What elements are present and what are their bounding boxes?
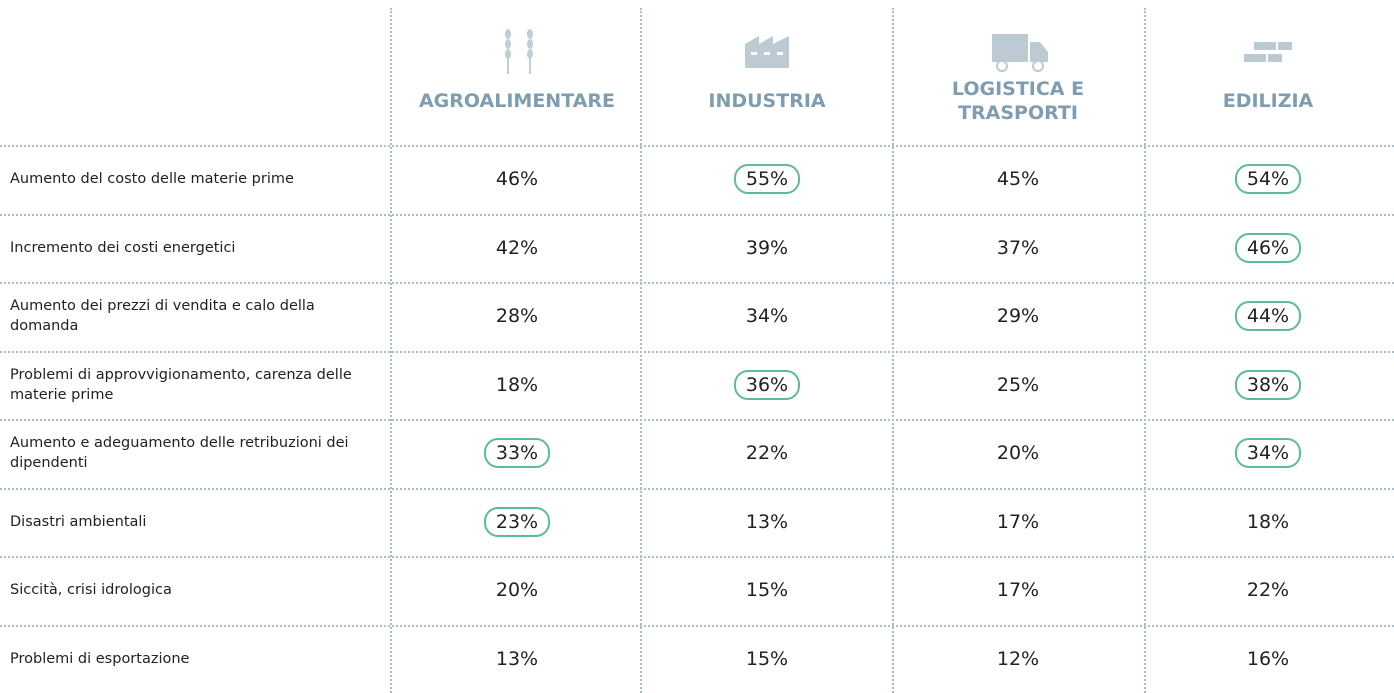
- cell: 15%: [647, 556, 887, 624]
- cell: 16%: [1148, 625, 1388, 693]
- highlighted-value: 44%: [1234, 301, 1302, 331]
- cell: 17%: [898, 488, 1138, 556]
- cell: 25%: [898, 351, 1138, 419]
- highlighted-value: 23%: [483, 506, 551, 537]
- cell: 54%: [1148, 145, 1388, 213]
- cell: 34%: [1148, 419, 1388, 487]
- cell: 46%: [1148, 214, 1388, 282]
- row-divider: [0, 282, 1394, 284]
- value: 17%: [996, 510, 1040, 533]
- value: 22%: [1246, 579, 1290, 601]
- row-label: Incremento dei costi energetici: [10, 239, 236, 256]
- value: 25%: [996, 373, 1040, 396]
- row-divider: [0, 213, 1394, 216]
- value: 15%: [745, 647, 789, 670]
- value: 15%: [745, 579, 789, 601]
- cell: 22%: [1148, 556, 1388, 624]
- highlighted-value: 36%: [733, 369, 801, 400]
- cell: 45%: [898, 145, 1138, 213]
- row-label: Disastri ambientali: [10, 513, 147, 530]
- cell: 17%: [898, 556, 1138, 624]
- cell: 13%: [397, 625, 637, 693]
- value: 42%: [495, 236, 539, 259]
- value: 45%: [996, 168, 1040, 190]
- cell: 18%: [1148, 488, 1388, 556]
- value: 34%: [745, 305, 789, 327]
- cell: 33%: [397, 419, 637, 487]
- value: 13%: [745, 510, 789, 533]
- bricks-icon: [1244, 42, 1292, 62]
- highlighted-value: 46%: [1234, 232, 1302, 263]
- highlighted-value: 54%: [1234, 164, 1302, 194]
- cell: 20%: [898, 419, 1138, 487]
- column-header: LOGISTICA E TRASPORTI: [951, 78, 1085, 124]
- value: 46%: [495, 168, 539, 190]
- cell: 20%: [397, 556, 637, 624]
- row-divider: [0, 350, 1394, 353]
- value: 37%: [996, 236, 1040, 259]
- value: 22%: [745, 442, 789, 464]
- highlighted-value: 55%: [733, 164, 801, 194]
- row-label: Problemi di approvvigionamento, carenza …: [10, 366, 352, 403]
- row-label: Problemi di esportazione: [10, 650, 190, 667]
- value: 13%: [495, 647, 539, 670]
- highlighted-value: 33%: [483, 438, 551, 468]
- cell: 15%: [647, 625, 887, 693]
- highlighted-value: 38%: [1234, 369, 1302, 400]
- wheat-icon: [505, 29, 533, 74]
- highlighted-value: 34%: [1234, 438, 1302, 468]
- row-divider: [0, 487, 1394, 490]
- cell: 13%: [647, 488, 887, 556]
- column-header: EDILIZIA: [1222, 90, 1314, 112]
- row-label: Aumento dei prezzi di vendita e calo del…: [10, 298, 315, 334]
- cell: 42%: [397, 214, 637, 282]
- cell: 55%: [647, 145, 887, 213]
- value: 18%: [495, 373, 539, 396]
- cell: 46%: [397, 145, 637, 213]
- cell: 29%: [898, 282, 1138, 350]
- cell: 34%: [647, 282, 887, 350]
- row-divider: [0, 145, 1394, 147]
- value: 16%: [1246, 647, 1290, 670]
- column-header: INDUSTRIA: [708, 90, 826, 112]
- cell: 28%: [397, 282, 637, 350]
- value: 18%: [1246, 510, 1290, 533]
- cell: 18%: [397, 351, 637, 419]
- row-label: Aumento del costo delle materie prime: [10, 171, 294, 187]
- column-header: AGROALIMENTARE: [418, 90, 616, 112]
- value: 12%: [996, 647, 1040, 670]
- row-label: Siccità, crisi idrologica: [10, 582, 172, 598]
- cell: 23%: [397, 488, 637, 556]
- value: 17%: [996, 579, 1040, 601]
- cell: 37%: [898, 214, 1138, 282]
- row-divider: [0, 624, 1394, 627]
- cell: 12%: [898, 625, 1138, 693]
- factory-icon: [745, 36, 789, 68]
- truck-icon: [992, 34, 1048, 72]
- row-label: Aumento e adeguamento delle retribuzioni…: [10, 435, 349, 471]
- cell: 44%: [1148, 282, 1388, 350]
- value: 28%: [495, 305, 539, 327]
- cell: 39%: [647, 214, 887, 282]
- cell: 22%: [647, 419, 887, 487]
- cell: 36%: [647, 351, 887, 419]
- row-divider: [0, 556, 1394, 558]
- value: 20%: [495, 579, 539, 601]
- value: 29%: [996, 305, 1040, 327]
- value: 39%: [745, 236, 789, 259]
- value: 20%: [996, 442, 1040, 464]
- row-divider: [0, 419, 1394, 421]
- cell: 38%: [1148, 351, 1388, 419]
